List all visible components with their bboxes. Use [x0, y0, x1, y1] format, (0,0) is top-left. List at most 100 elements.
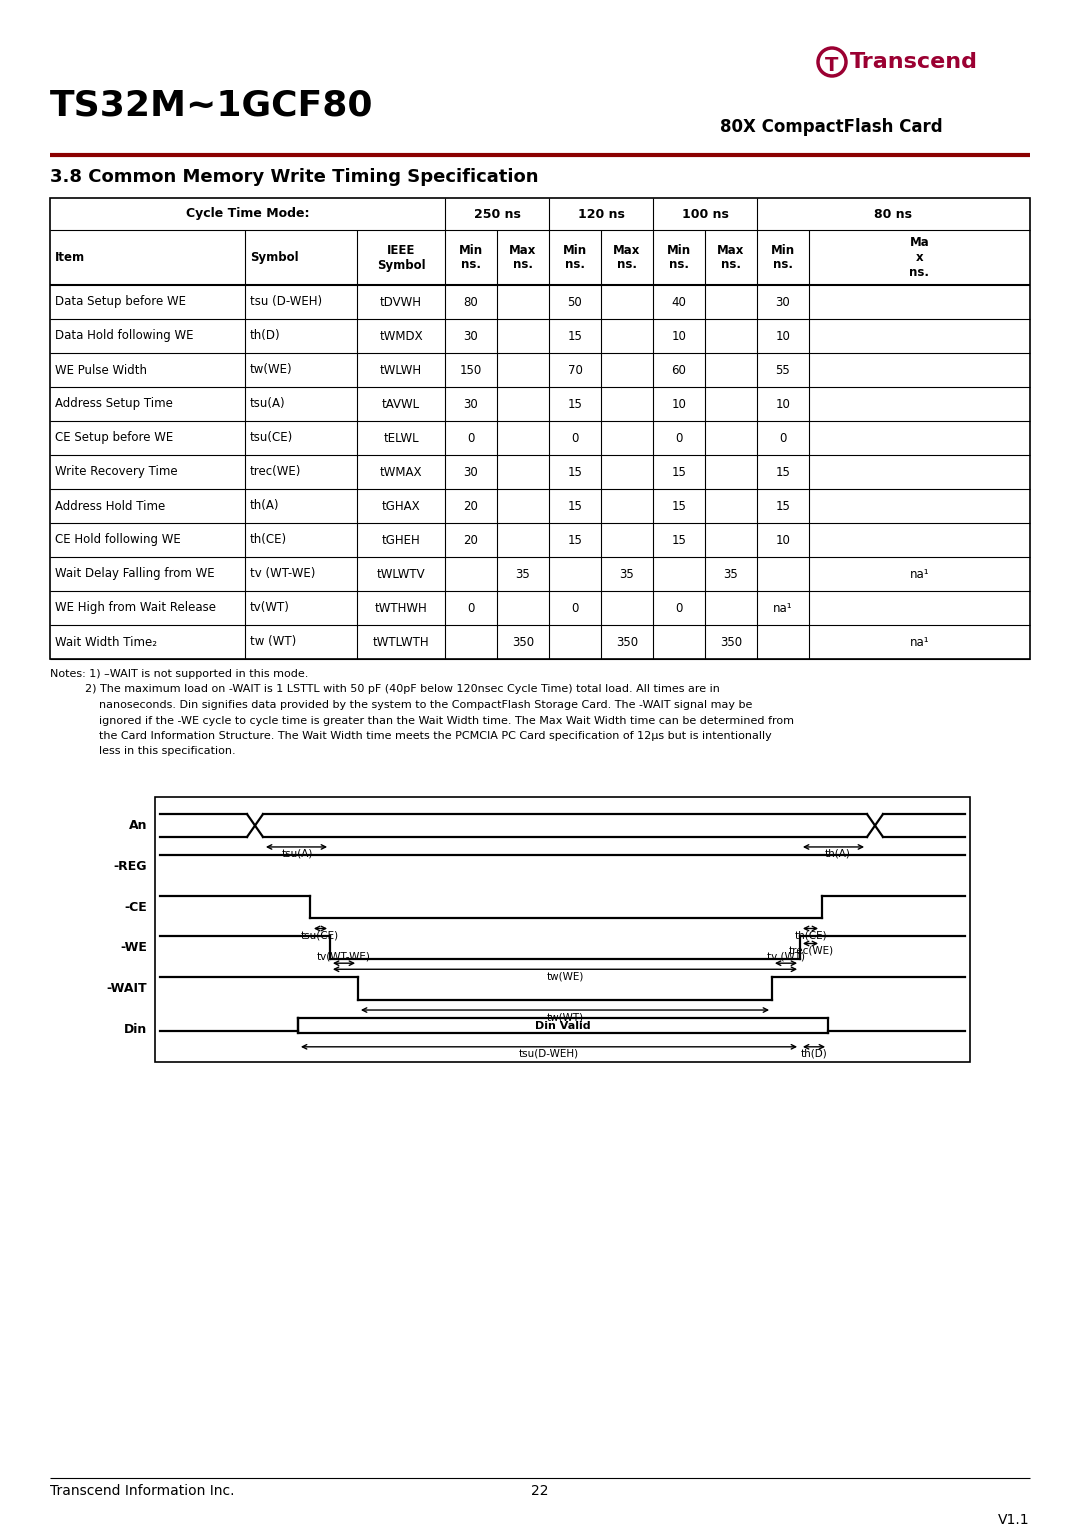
Text: 22: 22	[531, 1484, 549, 1497]
Text: trec(WE): trec(WE)	[249, 466, 301, 478]
Text: tWMDX: tWMDX	[379, 330, 422, 342]
Text: tAVWL: tAVWL	[382, 397, 420, 411]
Text: th(D): th(D)	[249, 330, 281, 342]
Text: Din Valid: Din Valid	[536, 1021, 591, 1031]
Text: An: An	[129, 819, 147, 833]
Text: 30: 30	[463, 466, 478, 478]
Text: th(CE): th(CE)	[795, 931, 827, 941]
Text: 10: 10	[672, 397, 687, 411]
Text: 15: 15	[672, 466, 687, 478]
Text: tv (WT): tv (WT)	[767, 952, 805, 961]
Text: th(D): th(D)	[800, 1048, 827, 1059]
Text: 60: 60	[672, 364, 687, 376]
Text: 30: 30	[463, 330, 478, 342]
Text: 10: 10	[775, 533, 791, 547]
Text: 350: 350	[616, 636, 638, 648]
Text: na¹: na¹	[773, 602, 793, 614]
Text: Min
ns.: Min ns.	[459, 243, 483, 272]
Text: 35: 35	[620, 567, 634, 581]
Text: 15: 15	[568, 466, 582, 478]
Text: na¹: na¹	[909, 636, 929, 648]
Text: Data Hold following WE: Data Hold following WE	[55, 330, 193, 342]
Text: 0: 0	[468, 431, 475, 445]
Text: 10: 10	[775, 330, 791, 342]
Text: Address Hold Time: Address Hold Time	[55, 500, 165, 512]
Text: tsu(A): tsu(A)	[282, 850, 313, 859]
Text: 40: 40	[672, 295, 687, 309]
Text: 15: 15	[672, 533, 687, 547]
Text: 80 ns: 80 ns	[875, 208, 913, 220]
Text: 15: 15	[775, 466, 791, 478]
Text: tWLWH: tWLWH	[380, 364, 422, 376]
Text: 15: 15	[568, 397, 582, 411]
Text: tGHAX: tGHAX	[381, 500, 420, 512]
Text: -REG: -REG	[113, 860, 147, 872]
Text: Min
ns.: Min ns.	[771, 243, 795, 272]
Text: 80X CompactFlash Card: 80X CompactFlash Card	[720, 118, 943, 136]
Text: Min
ns.: Min ns.	[563, 243, 588, 272]
Text: Transcend Information Inc.: Transcend Information Inc.	[50, 1484, 234, 1497]
Text: th(A): th(A)	[824, 850, 850, 859]
Text: Max
ns.: Max ns.	[510, 243, 537, 272]
Text: TS32M~1GCF80: TS32M~1GCF80	[50, 89, 374, 122]
Text: tv(WT-WE): tv(WT-WE)	[318, 952, 370, 961]
Text: -WE: -WE	[120, 941, 147, 955]
Text: tELWL: tELWL	[383, 431, 419, 445]
Text: 10: 10	[775, 397, 791, 411]
Text: 0: 0	[571, 602, 579, 614]
Text: Item: Item	[55, 251, 85, 264]
Text: 120 ns: 120 ns	[578, 208, 624, 220]
Text: Address Setup Time: Address Setup Time	[55, 397, 173, 411]
Text: tw(WT): tw(WT)	[546, 1012, 583, 1022]
Text: 0: 0	[780, 431, 786, 445]
Text: 70: 70	[568, 364, 582, 376]
Text: 15: 15	[568, 330, 582, 342]
Bar	[156, 798, 970, 1062]
Text: 10: 10	[672, 330, 687, 342]
Text: 150: 150	[460, 364, 482, 376]
Text: 35: 35	[515, 567, 530, 581]
Text: 15: 15	[672, 500, 687, 512]
Text: Symbol: Symbol	[249, 251, 299, 264]
Text: 0: 0	[675, 431, 683, 445]
Text: 15: 15	[568, 533, 582, 547]
Text: the Card Information Structure. The Wait Width time meets the PCMCIA PC Card spe: the Card Information Structure. The Wait…	[50, 730, 772, 741]
Text: 350: 350	[512, 636, 535, 648]
Text: 50: 50	[568, 295, 582, 309]
Text: 0: 0	[571, 431, 579, 445]
Text: tsu(D-WEH): tsu(D-WEH)	[518, 1048, 579, 1059]
Text: Min
ns.: Min ns.	[667, 243, 691, 272]
Text: tsu(CE): tsu(CE)	[249, 431, 294, 445]
Text: na¹: na¹	[909, 567, 929, 581]
Text: 0: 0	[675, 602, 683, 614]
Text: 250 ns: 250 ns	[473, 208, 521, 220]
Text: CE Setup before WE: CE Setup before WE	[55, 431, 173, 445]
Text: tw(WE): tw(WE)	[546, 972, 583, 981]
Text: Wait Width Time₂: Wait Width Time₂	[55, 636, 157, 648]
Text: tWTHWH: tWTHWH	[375, 602, 428, 614]
Text: 15: 15	[775, 500, 791, 512]
Text: Write Recovery Time: Write Recovery Time	[55, 466, 177, 478]
Text: 0: 0	[468, 602, 475, 614]
Text: WE High from Wait Release: WE High from Wait Release	[55, 602, 216, 614]
Text: 2) The maximum load on -WAIT is 1 LSTTL with 50 pF (40pF below 120nsec Cycle Tim: 2) The maximum load on -WAIT is 1 LSTTL …	[50, 685, 720, 695]
Text: tsu(A): tsu(A)	[249, 397, 285, 411]
Text: 15: 15	[568, 500, 582, 512]
Text: 3.8 Common Memory Write Timing Specification: 3.8 Common Memory Write Timing Specifica…	[50, 168, 539, 186]
Text: Cycle Time Mode:: Cycle Time Mode:	[186, 208, 309, 220]
Text: Transcend: Transcend	[850, 52, 978, 72]
Text: tWMAX: tWMAX	[380, 466, 422, 478]
Text: Max
ns.: Max ns.	[717, 243, 745, 272]
Text: tsu(CE): tsu(CE)	[301, 931, 339, 941]
Text: Data Setup before WE: Data Setup before WE	[55, 295, 186, 309]
Text: WE Pulse Width: WE Pulse Width	[55, 364, 147, 376]
Text: 80: 80	[463, 295, 478, 309]
Text: th(CE): th(CE)	[249, 533, 287, 547]
Text: tDVWH: tDVWH	[380, 295, 422, 309]
Text: 20: 20	[463, 500, 478, 512]
Text: less in this specification.: less in this specification.	[50, 747, 235, 756]
Bar	[50, 199, 1030, 659]
Text: Notes: 1) –WAIT is not supported in this mode.: Notes: 1) –WAIT is not supported in this…	[50, 669, 309, 678]
Text: IEEE
Symbol: IEEE Symbol	[377, 243, 426, 272]
Text: 55: 55	[775, 364, 791, 376]
